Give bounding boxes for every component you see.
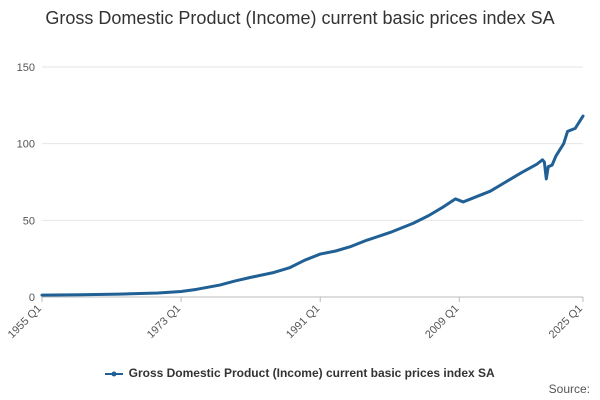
x-axis: 1955 Q1 1973 Q1 1991 Q1 2009 Q1 2025 Q1 <box>6 297 585 341</box>
series-layer <box>40 114 585 297</box>
series-line <box>40 114 585 297</box>
y-tick-label: 50 <box>23 215 35 227</box>
chart-title: Gross Domestic Product (Income) current … <box>45 8 555 28</box>
grid-layer <box>42 66 583 298</box>
y-axis: 0 50 100 150 <box>17 62 35 304</box>
y-tick-label: 150 <box>17 62 35 74</box>
x-tick-label: 2009 Q1 <box>423 303 461 341</box>
legend-label: Gross Domestic Product (Income) current … <box>128 366 495 380</box>
x-tick-label: 2025 Q1 <box>547 303 585 341</box>
source-label: Source: <box>548 382 590 396</box>
x-tick-label: 1955 Q1 <box>6 303 44 341</box>
y-tick-label: 0 <box>29 292 35 304</box>
legend: Gross Domestic Product (Income) current … <box>0 366 600 381</box>
x-tick-label: 1973 Q1 <box>145 303 183 341</box>
x-tick-label: 1991 Q1 <box>284 303 322 341</box>
legend-swatch <box>105 371 124 377</box>
y-tick-label: 100 <box>17 139 35 151</box>
